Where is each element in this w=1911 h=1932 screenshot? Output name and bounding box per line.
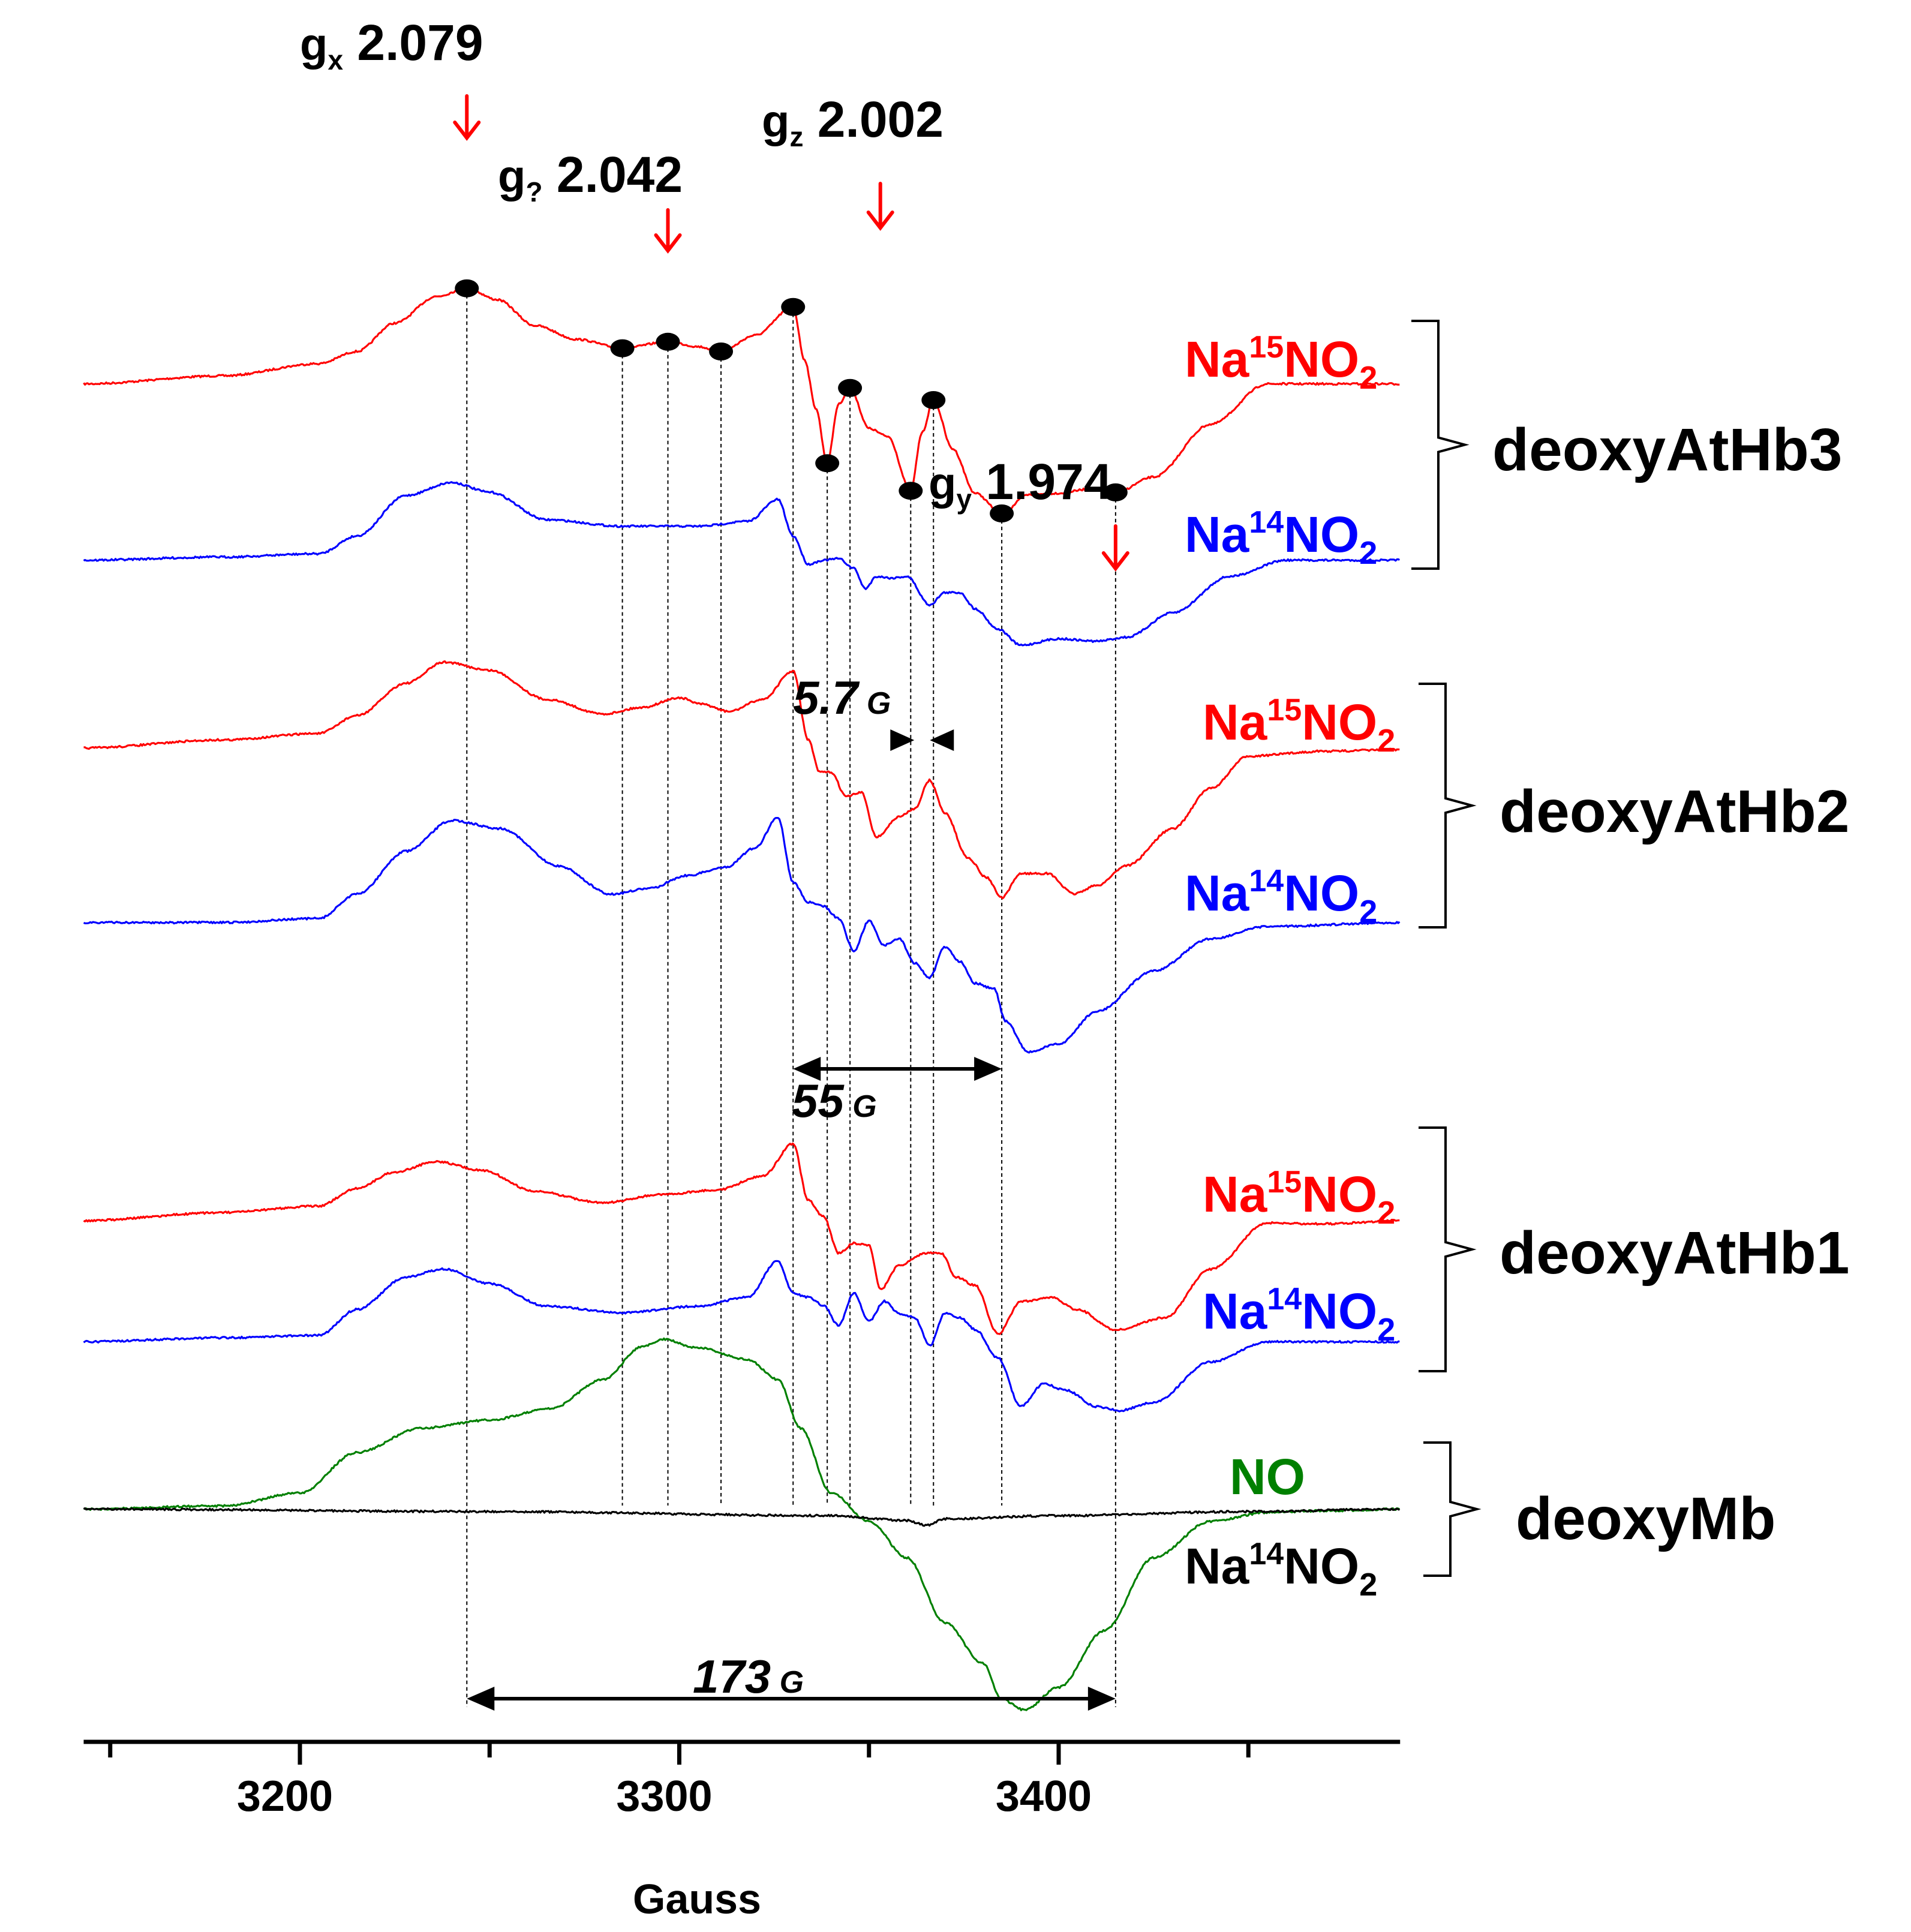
series-label: NO: [1230, 1449, 1305, 1505]
trace-hb3-14: [83, 481, 1401, 647]
spectrum-traces: [83, 287, 1401, 1711]
series-label: Na15NO2: [1203, 693, 1395, 759]
series-label: Na14NO2: [1185, 1537, 1377, 1603]
peak-dot: [899, 482, 923, 500]
series-label: Na14NO2: [1185, 864, 1377, 930]
group-label: deoxyAtHb2: [1500, 778, 1849, 845]
peak-dot: [455, 279, 479, 298]
trace-mb-no: [83, 1337, 1401, 1711]
x-axis-title: Gauss: [633, 1876, 761, 1922]
series-label: Na15NO2: [1185, 330, 1377, 396]
spacing-label: 55 G: [792, 1074, 877, 1127]
peak-dot: [781, 298, 806, 316]
series-labels: Na15NO2 Na14NO2 Na15NO2 Na14NO2 Na15NO2 Na14N…: [1185, 330, 1395, 1603]
red-down-arrow: [1101, 524, 1129, 572]
peak-dot: [990, 504, 1014, 522]
peak-dot: [709, 342, 734, 360]
peak-dots: [455, 279, 1128, 522]
g-marker-label: g? 2.042: [498, 146, 683, 208]
red-down-arrow: [866, 182, 894, 231]
group-brace: [1423, 1441, 1482, 1577]
series-label: Na14NO2: [1185, 505, 1377, 571]
g-value-markers: gx 2.079 g? 2.042 gz 2.002 gy 1.974: [300, 14, 1129, 572]
group-brace: [1411, 320, 1470, 570]
peak-dot: [1103, 483, 1128, 501]
series-label: Na15NO2: [1203, 1165, 1395, 1231]
peak-dot: [610, 339, 635, 357]
trace-hb2-15: [83, 660, 1400, 900]
group-brace: [1419, 683, 1477, 929]
group-brace: [1419, 1126, 1477, 1372]
red-down-arrow: [654, 208, 682, 254]
group-label: deoxyAtHb3: [1492, 416, 1842, 483]
spacing-label: 173 G: [693, 1650, 804, 1703]
series-label: Na14NO2: [1203, 1282, 1395, 1348]
peak-dot: [838, 378, 863, 397]
x-tick-label: 3200: [237, 1772, 333, 1820]
peak-dot: [921, 391, 946, 409]
g-marker-label: gy 1.974: [929, 453, 1112, 515]
group-label: deoxyMb: [1516, 1485, 1775, 1552]
trace-hb1-15: [83, 1142, 1400, 1335]
trace-hb3-15: [83, 287, 1400, 515]
spacing-arrow: [890, 729, 954, 751]
spacing-label: 5.7 G: [793, 671, 891, 724]
g-marker-label: gz 2.002: [762, 91, 944, 152]
x-tick-label: 3400: [996, 1772, 1092, 1820]
g-marker-label: gx 2.079: [300, 14, 483, 76]
x-tick-label: 3300: [616, 1772, 712, 1820]
peak-dot: [656, 332, 680, 351]
sample-groups: deoxyAtHb3 deoxyAtHb2 deoxyAtHb1 deoxyMb: [1411, 320, 1849, 1577]
red-down-arrow: [453, 94, 481, 141]
group-label: deoxyAtHb1: [1500, 1219, 1849, 1287]
trace-hb2-14: [83, 817, 1401, 1054]
trace-hb1-14: [83, 1260, 1400, 1413]
trace-mb-14: [83, 1507, 1401, 1527]
spacing-annotations: 5.7 G 55 G 173 G: [467, 671, 1116, 1711]
peak-dot: [815, 454, 840, 473]
x-axis: 3200 3300 3400 Gauss: [83, 1739, 1401, 1922]
